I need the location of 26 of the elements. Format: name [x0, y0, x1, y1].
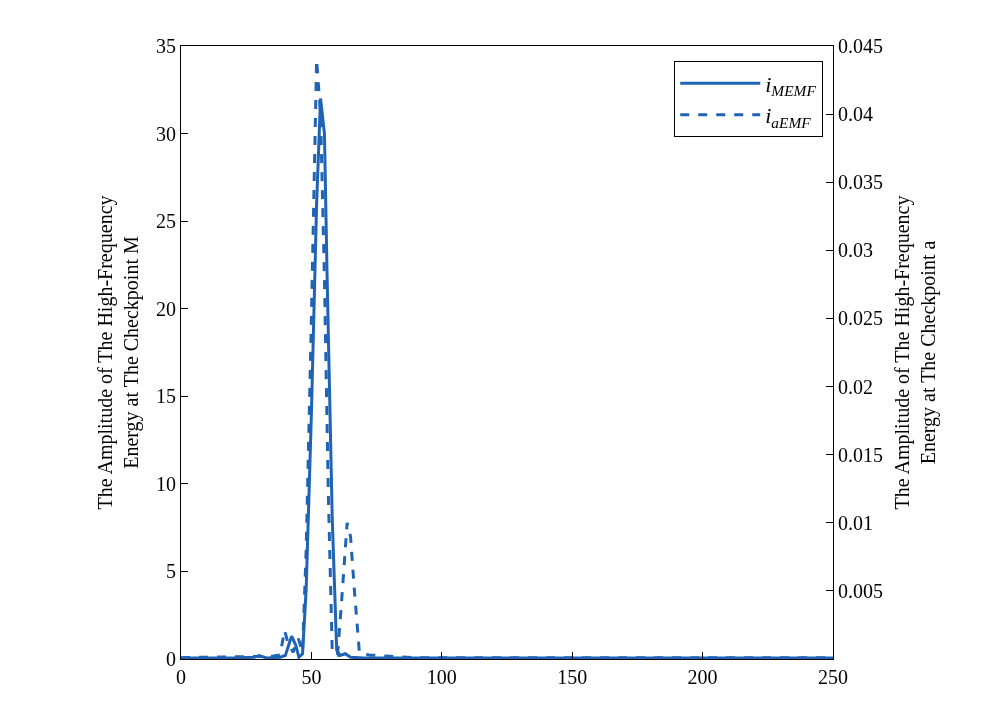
x-tick-label: 200: [687, 666, 718, 688]
x-tick-label: 100: [426, 666, 457, 688]
y2-tick-label: 0.015: [838, 443, 883, 466]
y2-tick-label: 0.02: [838, 375, 873, 398]
y-tick-label: 10: [156, 472, 176, 495]
y-axis-title: The Amplitude of The High-Frequency Energy at The Checkpoint M: [93, 195, 143, 510]
legend-label: i$_{aEMF}$: [765, 103, 812, 131]
y-tick-label: 30: [156, 122, 176, 145]
y2-tick-label: 0.04: [838, 103, 873, 126]
y2-tick-label: 0.035: [838, 171, 883, 194]
y-tick-label: 20: [156, 297, 176, 320]
y2-tick-label: 0.025: [838, 307, 883, 330]
y2-axis-title: The Amplitude of The High-Frequency Energy at The Checkpoint a: [890, 195, 940, 510]
x-tick-label: 150: [557, 666, 588, 688]
y-tick-label: 15: [156, 385, 176, 408]
y-tick-label: 0: [166, 648, 176, 670]
y2-tick-label: 0.045: [838, 35, 883, 57]
y2-tick-label: 0.01: [838, 511, 873, 534]
x-tick-label: 50: [301, 666, 322, 688]
x-tick-label: 250: [818, 666, 848, 688]
legend-label: i$_{MEMF}$: [765, 71, 817, 100]
y-tick-label: 25: [156, 210, 176, 233]
y-tick-label: 5: [166, 560, 176, 583]
y-tick-label: 35: [156, 35, 176, 57]
y2-tick-label: 0.03: [838, 239, 873, 262]
y2-tick-label: 0.005: [838, 579, 883, 602]
